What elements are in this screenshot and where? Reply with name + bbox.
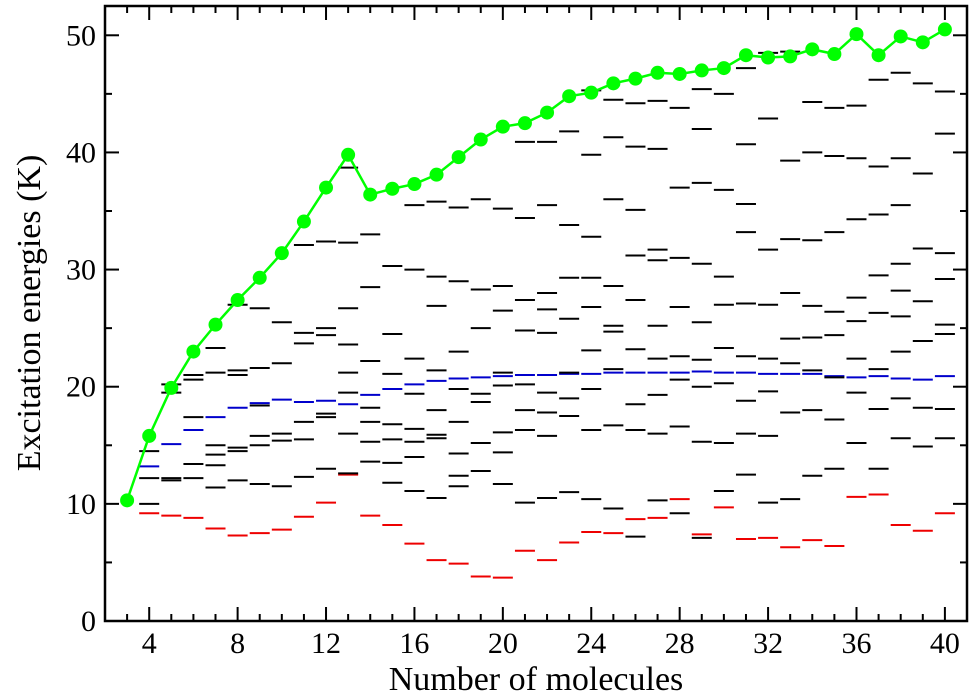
series-point [429,167,444,182]
y-tick-label: 30 [66,254,96,287]
series-point [893,29,908,44]
series-point [716,61,731,76]
series-point [540,105,555,120]
series-point [650,65,665,80]
series-point [451,150,466,165]
series-point [672,66,687,81]
series-point [915,35,930,50]
series-point [164,380,179,395]
series-point [628,71,643,86]
series-point [142,428,157,443]
y-tick-label: 40 [66,136,96,169]
series-point [252,270,267,285]
x-tick-label: 32 [753,627,783,660]
plot-marks [120,22,955,579]
series-point [606,76,621,91]
series-point [783,49,798,64]
series-point [363,187,378,202]
x-tick-label: 28 [665,627,695,660]
series-point [473,132,488,147]
x-tick-label: 12 [311,627,341,660]
series-point [296,214,311,229]
series-point [407,177,422,192]
y-tick-label: 50 [66,19,96,52]
series-point [186,344,201,359]
series-point [120,493,135,508]
series-point [208,317,223,332]
series-point [937,22,952,37]
x-tick-label: 8 [230,627,245,660]
x-axis-title: Number of molecules [389,661,684,698]
series-point [341,147,356,162]
y-tick-label: 10 [66,488,96,521]
y-tick-label: 0 [81,605,96,638]
plot-frame [103,4,969,623]
series-point [694,63,709,78]
series-point [761,50,776,65]
x-tick-label: 16 [399,627,429,660]
x-tick-label: 40 [930,627,960,660]
series-point [738,48,753,63]
series-point [319,180,334,195]
x-tick-label: 36 [841,627,871,660]
y-tick-label: 20 [66,371,96,404]
x-tick-label: 4 [142,627,157,660]
series-point [230,293,245,308]
series-point [849,27,864,42]
x-tick-label: 24 [576,627,606,660]
series-point [584,85,599,100]
axes: 4 8 12 16 20 24 28 32 36 40 0 10 20 30 40 50 [66,6,967,660]
series-point [495,119,510,134]
series-line [125,28,946,501]
series-point [385,181,400,196]
series-point [562,89,577,104]
series-point [871,48,886,63]
series-point [517,116,532,131]
series-point [805,42,820,57]
x-tick-label: 20 [488,627,518,660]
series-point [827,47,842,62]
y-axis-title: Excitation energies (K) [11,155,48,472]
series-point [274,246,289,261]
